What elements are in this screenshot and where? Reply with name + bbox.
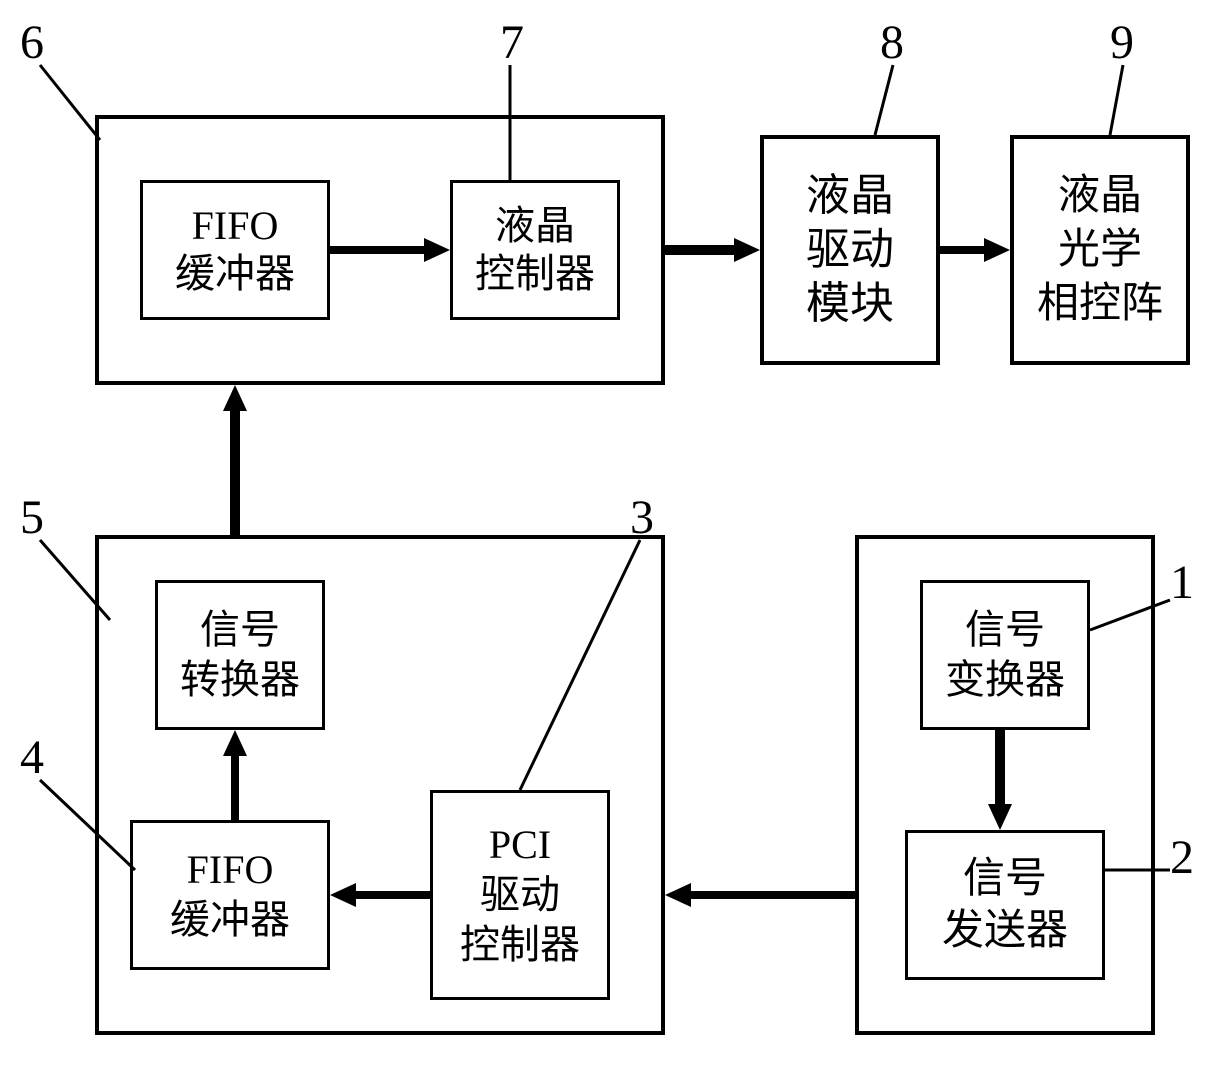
callout-number-9: 9 — [1110, 15, 1134, 70]
callout-number-5: 5 — [20, 490, 44, 545]
block-label: 信号发送器 — [942, 853, 1068, 957]
callout-number-6: 6 — [20, 15, 44, 70]
block-label: 液晶驱动模块 — [806, 169, 894, 331]
block-signal-converter-5: 信号转换器 — [155, 580, 325, 730]
callout-number-8: 8 — [880, 15, 904, 70]
block-label: FIFO缓冲器 — [170, 845, 290, 945]
block-signal-transformer-1: 信号变换器 — [920, 580, 1090, 730]
block-label: 信号变换器 — [945, 605, 1065, 705]
block-label: PCI驱动控制器 — [460, 820, 580, 970]
callout-number-4: 4 — [20, 730, 44, 785]
diagram-canvas: { "canvas": { "width": 1216, "height": 1… — [0, 0, 1216, 1080]
block-signal-sender-2: 信号发送器 — [905, 830, 1105, 980]
block-lcd-controller: 液晶控制器 — [450, 180, 620, 320]
callout-number-3: 3 — [630, 490, 654, 545]
block-pci-drive-controller: PCI驱动控制器 — [430, 790, 610, 1000]
block-lcd-drive-module: 液晶驱动模块 — [760, 135, 940, 365]
block-lcd-optical-phased-array: 液晶光学相控阵 — [1010, 135, 1190, 365]
callout-number-7: 7 — [500, 15, 524, 70]
block-label: 液晶光学相控阵 — [1037, 169, 1163, 331]
block-label: FIFO缓冲器 — [175, 202, 295, 298]
block-label: 液晶控制器 — [475, 202, 595, 298]
block-fifo-buffer-top: FIFO缓冲器 — [140, 180, 330, 320]
callout-number-2: 2 — [1170, 830, 1194, 885]
block-label: 信号转换器 — [180, 605, 300, 705]
callout-number-1: 1 — [1170, 555, 1194, 610]
block-fifo-buffer-bottom: FIFO缓冲器 — [130, 820, 330, 970]
